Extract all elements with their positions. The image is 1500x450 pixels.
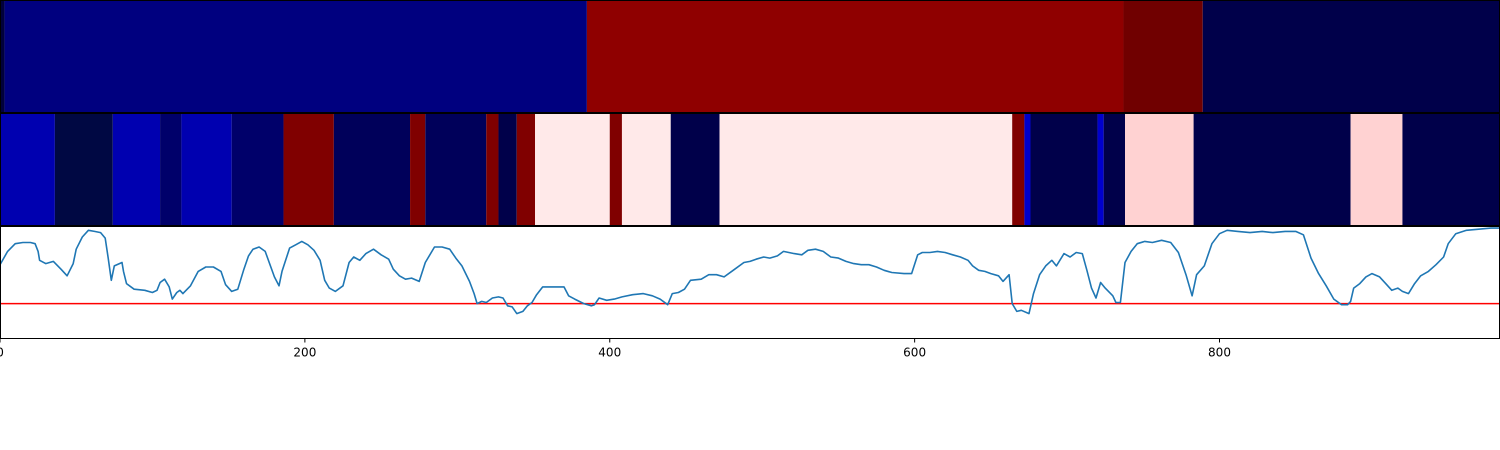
x-tick-label: 600 <box>903 346 926 360</box>
segment-7 <box>333 114 411 225</box>
middle-segmentation-panel <box>0 113 1500 226</box>
signal-panel <box>0 226 1500 339</box>
segment-4 <box>181 114 232 225</box>
segment-5 <box>231 114 284 225</box>
segment-10 <box>486 114 499 225</box>
segment-21 <box>1097 114 1104 225</box>
segment-19 <box>1024 114 1031 225</box>
segment-16 <box>670 114 720 225</box>
segment-24 <box>1193 114 1351 225</box>
segment-6 <box>283 114 334 225</box>
segment-2 <box>112 114 161 225</box>
top-segmentation-panel <box>0 0 1500 113</box>
x-axis: 0 200 400 600 800 <box>0 338 1231 360</box>
segment-0 <box>0 1 5 112</box>
segment-4 <box>1202 1 1500 112</box>
segment-11 <box>498 114 517 225</box>
segment-17 <box>719 114 1013 225</box>
segment-15 <box>621 114 671 225</box>
segment-20 <box>1030 114 1098 225</box>
x-tick-label: 200 <box>293 346 316 360</box>
segment-3 <box>1123 1 1203 112</box>
signal-background <box>0 227 1500 338</box>
segment-1 <box>4 1 587 112</box>
x-tick-label: 0 <box>0 346 4 360</box>
segment-14 <box>609 114 622 225</box>
segment-9 <box>425 114 487 225</box>
segment-12 <box>516 114 536 225</box>
segment-25 <box>1350 114 1403 225</box>
segment-18 <box>1012 114 1025 225</box>
segment-3 <box>160 114 182 225</box>
segment-2 <box>586 1 1124 112</box>
segment-22 <box>1103 114 1125 225</box>
segment-1 <box>54 114 113 225</box>
signal-series-0 <box>0 227 1500 315</box>
segment-0 <box>0 114 55 225</box>
segment-26 <box>1402 114 1500 225</box>
segment-8 <box>410 114 426 225</box>
segment-13 <box>535 114 610 225</box>
x-tick-label: 800 <box>1208 346 1231 360</box>
segment-23 <box>1125 114 1194 225</box>
x-tick-label: 400 <box>598 346 621 360</box>
